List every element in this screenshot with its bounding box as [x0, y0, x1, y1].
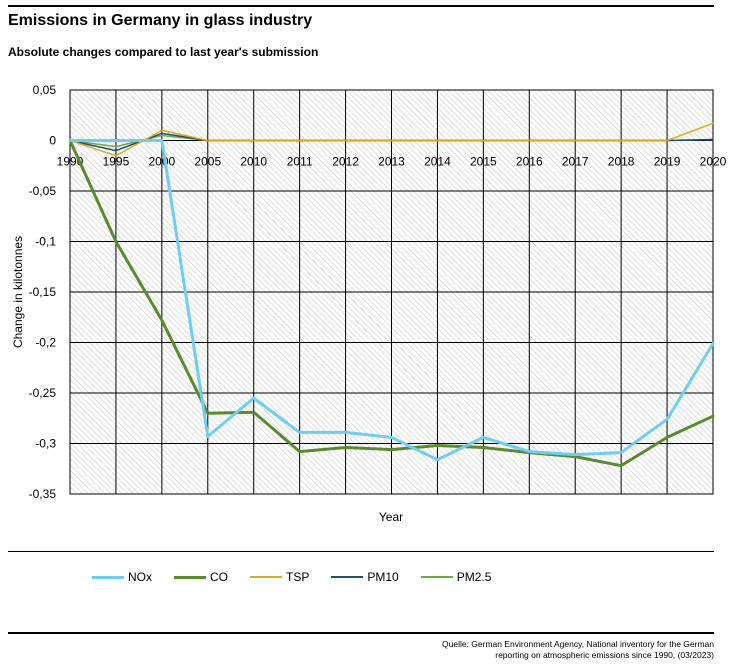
y-tick-label: -0,05: [29, 184, 57, 198]
legend-item-co: CO: [174, 570, 228, 584]
line-chart: 0,05 0 -0,05 -0,1 -0,15 -0,2 -0,25 -0,3 -0,35 19…: [11, 83, 727, 524]
y-tick-label: 0: [49, 134, 56, 148]
legend-swatch: [420, 576, 453, 578]
x-axis-ticks: 1990 1995 2000 2005 2010 2011 2012 2013 2014 2015…: [57, 155, 727, 169]
legend-item-tsp: TSP: [250, 570, 309, 584]
chart-subtitle: Absolute changes compared to last year's…: [8, 45, 319, 59]
source-line-1: Quelle: German Environment Agency, Natio…: [442, 639, 714, 649]
y-tick-label: -0,25: [29, 386, 57, 400]
legend-label: TSP: [286, 570, 310, 584]
x-tick-label: 2000: [149, 155, 176, 169]
legend-item-pm25: PM2.5: [420, 570, 492, 584]
x-tick-label: 2013: [378, 155, 405, 169]
y-tick-label: -0,2: [35, 336, 56, 350]
y-tick-label: 0,05: [33, 83, 57, 97]
x-tick-label: 2012: [332, 155, 359, 169]
x-axis-label: Year: [379, 510, 403, 524]
y-tick-label: -0,1: [35, 235, 56, 249]
series-line-co: [68, 139, 715, 468]
x-tick-label: 1995: [103, 155, 130, 169]
legend-label: PM2.5: [456, 570, 492, 584]
x-tick-label: 2015: [470, 155, 497, 169]
x-tick-label: 2020: [700, 155, 727, 169]
x-tick-label: 2016: [516, 155, 543, 169]
y-tick-label: -0,3: [35, 437, 56, 451]
y-tick-label: -0,15: [29, 285, 57, 299]
top-rule: [8, 5, 714, 7]
y-tick-label: -0,35: [29, 487, 57, 501]
legend-swatch: [92, 575, 124, 579]
y-axis-label: Change in kilotonnes: [11, 236, 25, 348]
series-line-nox: [68, 139, 715, 462]
legend-item-nox: NOx: [92, 570, 152, 584]
legend-label: CO: [210, 570, 228, 584]
legend: NOx CO TSP PM10 PM2.5: [92, 570, 513, 584]
grid-lines: [69, 89, 714, 495]
middle-rule: [8, 551, 714, 552]
bottom-rule: [8, 632, 714, 634]
y-axis-ticks: 0,05 0 -0,05 -0,1 -0,15 -0,2 -0,25 -0,3 -0,35: [29, 83, 57, 501]
source-line-2: reporting on atmospheric emissions since…: [495, 650, 714, 660]
x-tick-label: 2014: [424, 155, 451, 169]
x-tick-label: 2011: [287, 155, 313, 169]
series-lines: [68, 122, 715, 468]
legend-item-pm10: PM10: [331, 570, 399, 584]
series-line-tsp: [69, 122, 714, 157]
chart-title: Emissions in Germany in glass industry: [8, 12, 313, 29]
source-note: Quelle: German Environment Agency, Natio…: [442, 639, 714, 661]
x-tick-label: 2019: [654, 155, 681, 169]
x-tick-label: 2018: [608, 155, 635, 169]
legend-swatch: [174, 575, 206, 579]
legend-swatch: [331, 576, 364, 578]
legend-label: NOx: [128, 570, 152, 584]
x-tick-label: 2005: [194, 155, 221, 169]
legend-swatch: [250, 576, 282, 578]
x-tick-label: 2017: [562, 155, 589, 169]
legend-label: PM10: [367, 570, 399, 584]
x-tick-label: 2010: [240, 155, 267, 169]
